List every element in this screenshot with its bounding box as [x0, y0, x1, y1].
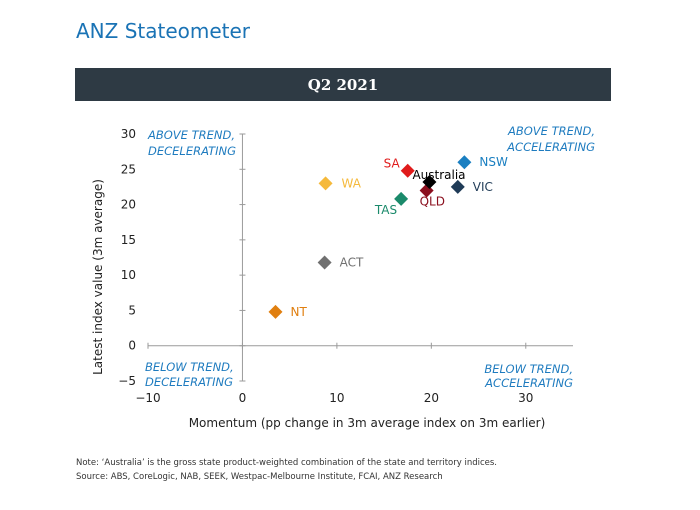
- y-axis-label: Latest index value (3m average): [91, 179, 105, 375]
- point-label-wa: WA: [342, 176, 362, 190]
- x-tick-label: 30: [518, 391, 533, 405]
- point-label-sa: SA: [384, 157, 401, 171]
- y-tick-label: 0: [128, 339, 136, 353]
- y-tick-label: 30: [121, 127, 136, 141]
- x-tick-label: −10: [135, 391, 160, 405]
- y-tick-label: 20: [121, 198, 136, 212]
- axes: −10 0 10 20 30 −5 0 5 10 15 20 25 30: [118, 127, 573, 405]
- x-axis-label: Momentum (pp change in 3m average index …: [189, 416, 546, 430]
- quadrant-bottom-left-line1: BELOW TREND,: [145, 360, 234, 374]
- page-title: ANZ Stateometer: [76, 19, 251, 43]
- point-sa: [400, 163, 415, 178]
- point-act: [317, 255, 332, 270]
- footnote-source: Source: ABS, CoreLogic, NAB, SEEK, Westp…: [76, 472, 443, 482]
- point-label-act: ACT: [340, 255, 364, 269]
- x-tick-label: 0: [239, 391, 247, 405]
- point-label-tas: TAS: [374, 203, 397, 217]
- x-tick-label: 10: [329, 391, 344, 405]
- quadrant-top-left-line1: ABOVE TREND,: [147, 128, 235, 142]
- point-label-australia: Australia: [412, 168, 465, 182]
- y-tick-label: 15: [121, 233, 136, 247]
- point-vic: [450, 179, 465, 194]
- quadrant-bottom-right-line2: ACCELERATING: [484, 376, 573, 390]
- x-tick-label: 20: [424, 391, 439, 405]
- y-tick-label: −5: [118, 374, 136, 388]
- point-label-qld: QLD: [420, 194, 445, 208]
- point-nt: [268, 304, 283, 319]
- period-banner: Q2 2021: [75, 68, 611, 101]
- y-tick-label: 5: [128, 303, 136, 317]
- footnote-note: Note: ‘Australia’ is the gross state pro…: [76, 458, 498, 468]
- point-label-nsw: NSW: [479, 155, 508, 169]
- point-tas: [394, 191, 409, 206]
- point-wa: [318, 176, 333, 191]
- y-tick-label: 10: [121, 268, 136, 282]
- quadrant-top-right-line1: ABOVE TREND,: [507, 124, 595, 138]
- quadrant-labels: ABOVE TREND, DECELERATING ABOVE TREND, A…: [145, 124, 595, 390]
- quadrant-bottom-left-line2: DECELERATING: [145, 375, 233, 389]
- point-nsw: [457, 155, 472, 170]
- quadrant-top-left-line2: DECELERATING: [148, 144, 236, 158]
- quadrant-top-right-line2: ACCELERATING: [506, 140, 595, 154]
- point-label-vic: VIC: [473, 180, 493, 194]
- data-points: NSW VIC QLD SA Australia WA TAS ACT NT: [268, 155, 508, 319]
- quadrant-bottom-right-line1: BELOW TREND,: [484, 362, 573, 376]
- point-label-nt: NT: [291, 305, 308, 319]
- point-australia: [422, 174, 437, 189]
- y-tick-label: 25: [121, 162, 136, 176]
